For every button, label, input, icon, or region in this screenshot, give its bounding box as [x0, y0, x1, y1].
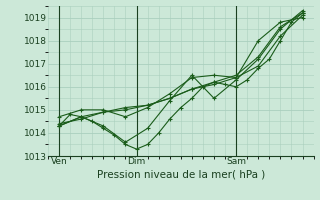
X-axis label: Pression niveau de la mer( hPa ): Pression niveau de la mer( hPa )	[97, 169, 265, 179]
